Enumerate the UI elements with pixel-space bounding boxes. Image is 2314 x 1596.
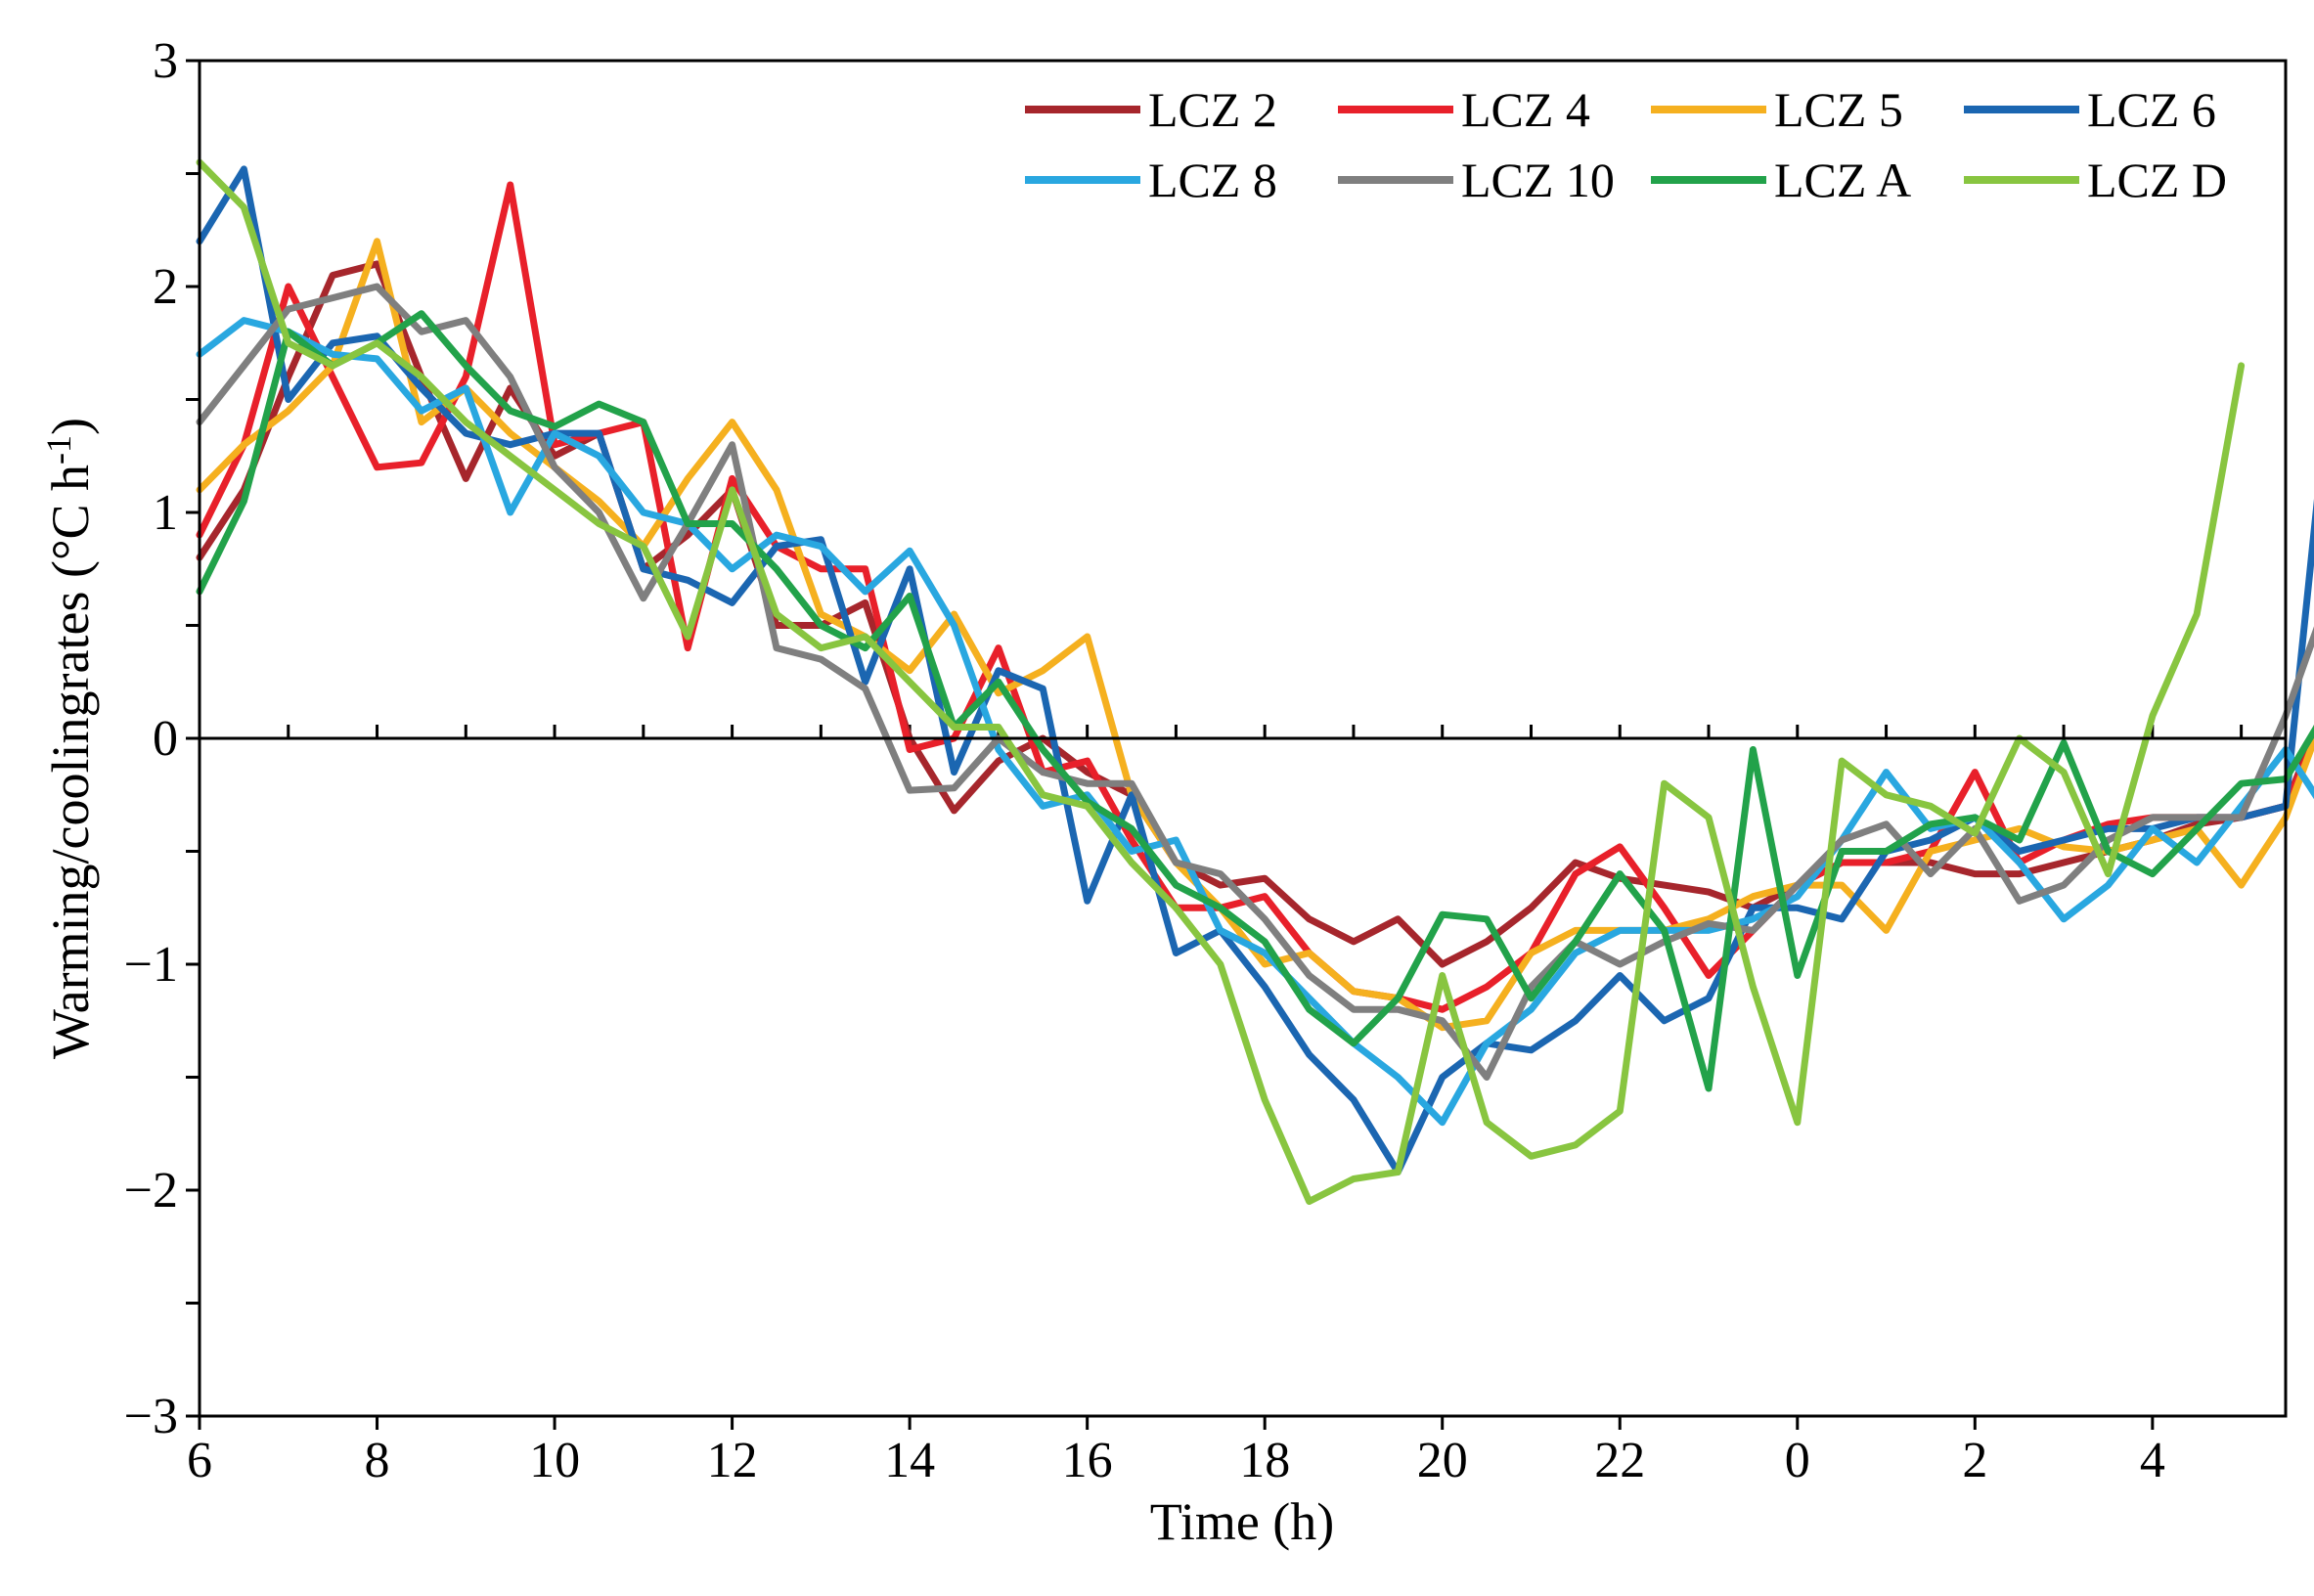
legend-label: LCZ 4 (1461, 82, 1590, 137)
y-tick-label: −1 (124, 937, 178, 993)
y-axis-title-close: ) (41, 418, 100, 435)
legend-label: LCZ 10 (1461, 153, 1615, 207)
x-tick-label: 16 (1062, 1433, 1113, 1488)
x-tick-label: 0 (1785, 1433, 1810, 1488)
x-tick-label: 18 (1239, 1433, 1290, 1488)
legend-label: LCZ 2 (1148, 82, 1277, 137)
x-tick-label: 12 (707, 1433, 758, 1488)
series-lines (196, 158, 2314, 1205)
x-axis-title: Time (h) (1150, 1492, 1335, 1551)
legend-label: LCZ A (1774, 153, 1911, 207)
x-tick-label: 6 (187, 1433, 212, 1488)
y-tick-label: 3 (153, 33, 178, 89)
series-line-lcz-2 (196, 260, 2314, 968)
legend-label: LCZ 6 (2087, 82, 2216, 137)
y-tick-labels: 3 2 1 0 −1 −2 −3 (124, 33, 178, 1444)
y-axis-title: Warming/coolingrates (°C h-1) (39, 418, 100, 1059)
series-line-lcz-4 (196, 181, 2314, 1013)
legend-label: LCZ 5 (1774, 82, 1903, 137)
x-tick-label: 8 (365, 1433, 390, 1488)
y-tick-label: 2 (153, 259, 178, 315)
series-line-lcz-a (196, 310, 2314, 1092)
y-tick-label: −3 (124, 1389, 178, 1444)
y-axis-title-sup: -1 (39, 435, 78, 465)
y-axis-title-main: Warming/coolingrates (°C h (41, 465, 100, 1059)
x-tick-label: 14 (884, 1433, 935, 1488)
legend: LCZ 2 LCZ 4 LCZ 5 LCZ 6 LCZ 8 LCZ 10 LCZ A LCZ … (1025, 82, 2227, 207)
series-line-lcz-d (196, 158, 2246, 1205)
x-tick-label: 2 (1962, 1433, 1987, 1488)
y-tick-label: 1 (153, 485, 178, 541)
legend-label: LCZ D (2087, 153, 2227, 207)
y-tick-label: 0 (153, 711, 178, 767)
x-tick-labels: 6 8 10 12 14 16 18 20 22 0 2 4 (187, 1433, 2165, 1488)
x-tick-label: 22 (1594, 1433, 1645, 1488)
x-tick-label: 20 (1417, 1433, 1468, 1488)
y-tick-label: −2 (124, 1163, 178, 1219)
legend-label: LCZ 8 (1148, 153, 1277, 207)
x-tick-label: 4 (2140, 1433, 2165, 1488)
x-tick-label: 10 (529, 1433, 580, 1488)
